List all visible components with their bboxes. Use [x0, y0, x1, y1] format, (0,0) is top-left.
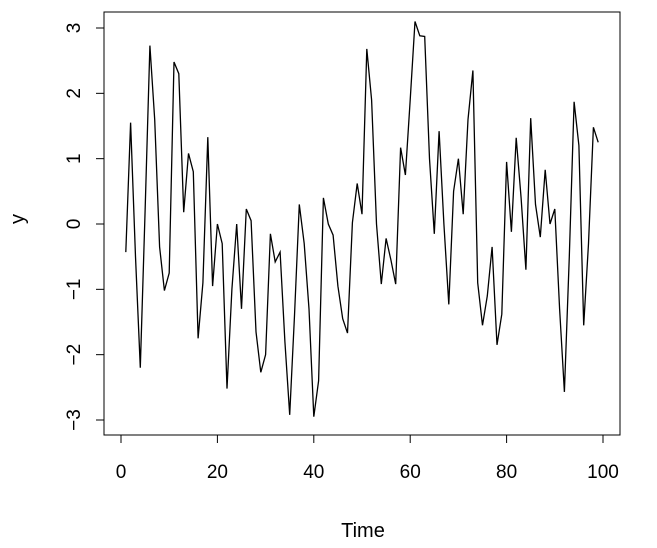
y-tick-label: −1 [64, 278, 85, 300]
x-tick-label: 40 [303, 462, 324, 483]
x-tick-label: 100 [587, 462, 619, 483]
y-axis-label: y [7, 214, 29, 224]
x-tick-label: 80 [496, 462, 517, 483]
y-tick-label: −3 [64, 409, 85, 431]
x-tick-label: 0 [116, 462, 127, 483]
y-tick-label: 2 [64, 88, 85, 99]
plot-box [104, 12, 620, 435]
y-axis: −3 −2 −1 0 1 2 3 [64, 23, 104, 431]
series-line [126, 22, 598, 417]
y-tick-label: 3 [64, 23, 85, 34]
x-tick-label: 20 [207, 462, 228, 483]
y-tick-label: −2 [64, 344, 85, 366]
y-tick-label: 0 [64, 219, 85, 230]
y-tick-label: 1 [64, 153, 85, 164]
x-axis-label: Time [341, 520, 385, 542]
x-axis: 0 20 40 60 80 100 [116, 435, 619, 483]
x-tick-label: 60 [400, 462, 421, 483]
